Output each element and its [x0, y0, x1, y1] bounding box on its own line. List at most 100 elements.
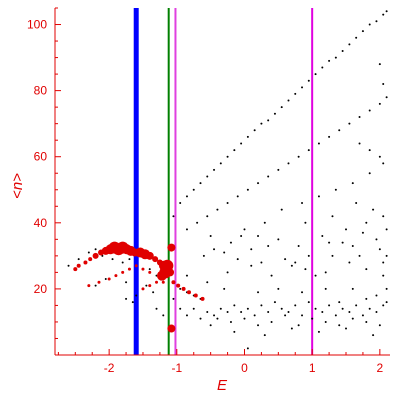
red-point	[193, 293, 198, 298]
x-tick-label: 0	[241, 361, 248, 375]
black-point	[361, 231, 364, 234]
black-point	[338, 324, 341, 327]
black-point	[213, 314, 216, 317]
red-point	[92, 252, 99, 259]
black-point	[301, 86, 304, 89]
x-tick-label: -1	[171, 361, 182, 375]
black-point	[250, 248, 253, 251]
red-point	[76, 263, 81, 268]
black-point	[179, 287, 182, 290]
black-point	[314, 73, 317, 76]
black-point	[338, 129, 341, 132]
black-point	[297, 244, 300, 247]
black-point	[297, 324, 300, 327]
black-point	[257, 291, 260, 294]
black-point	[67, 264, 70, 267]
red-point	[88, 257, 93, 262]
black-point	[246, 307, 249, 310]
red-point	[121, 270, 125, 274]
black-point	[216, 208, 219, 211]
black-point	[361, 314, 364, 317]
black-point	[351, 317, 354, 320]
black-point	[368, 149, 371, 152]
black-point	[314, 307, 317, 310]
x-tick-label: 1	[309, 361, 316, 375]
black-point	[280, 106, 283, 109]
black-point	[131, 301, 134, 304]
black-point	[185, 195, 188, 198]
black-point	[240, 235, 243, 238]
black-point	[270, 274, 273, 277]
black-point	[321, 235, 324, 238]
black-point	[317, 195, 320, 198]
black-point	[287, 311, 290, 314]
black-point	[199, 182, 202, 185]
black-point	[111, 258, 114, 261]
black-point	[155, 307, 158, 310]
black-point	[172, 215, 175, 218]
black-point	[257, 324, 260, 327]
black-point	[179, 307, 182, 310]
black-point	[199, 317, 202, 320]
black-point	[324, 320, 327, 323]
black-point	[331, 254, 334, 257]
black-point	[226, 311, 229, 314]
black-point	[378, 324, 381, 327]
black-point	[172, 297, 175, 300]
black-point	[246, 188, 249, 191]
black-point	[301, 291, 304, 294]
black-point	[223, 287, 226, 290]
black-point	[240, 142, 243, 145]
red-point	[181, 286, 186, 291]
black-point	[368, 307, 371, 310]
red-point	[167, 243, 176, 252]
black-point	[213, 168, 216, 171]
black-point	[317, 330, 320, 333]
black-point	[287, 99, 290, 102]
black-point	[328, 241, 331, 244]
black-point	[385, 96, 388, 99]
black-point	[253, 314, 256, 317]
black-point	[328, 135, 331, 138]
black-point	[135, 294, 138, 297]
black-point	[185, 274, 188, 277]
y-tick-label: 20	[34, 282, 48, 296]
black-point	[152, 291, 155, 294]
black-point	[185, 314, 188, 317]
black-point	[348, 261, 351, 264]
black-point	[368, 23, 371, 26]
black-point	[253, 129, 256, 132]
black-point	[348, 122, 351, 125]
black-point	[246, 347, 249, 350]
black-point	[321, 66, 324, 69]
black-point	[216, 317, 219, 320]
black-point	[196, 221, 199, 224]
black-point	[375, 294, 378, 297]
black-point	[236, 195, 239, 198]
black-point	[324, 287, 327, 290]
black-point	[348, 311, 351, 314]
black-point	[321, 311, 324, 314]
black-point	[277, 287, 280, 290]
black-point	[219, 307, 222, 310]
black-point	[317, 142, 320, 145]
black-point	[260, 261, 263, 264]
black-point	[263, 334, 266, 337]
black-points-layer	[67, 10, 388, 350]
black-point	[307, 149, 310, 152]
black-point	[125, 281, 128, 284]
black-point	[385, 254, 388, 257]
black-point	[385, 301, 388, 304]
black-point	[246, 135, 249, 138]
black-point	[290, 327, 293, 330]
black-point	[368, 109, 371, 112]
black-point	[351, 244, 354, 247]
black-point	[267, 175, 270, 178]
black-point	[284, 314, 287, 317]
black-point	[148, 268, 151, 271]
black-point	[375, 20, 378, 23]
black-point	[263, 221, 266, 224]
black-point	[307, 301, 310, 304]
black-point	[334, 188, 337, 191]
black-point	[382, 304, 385, 307]
